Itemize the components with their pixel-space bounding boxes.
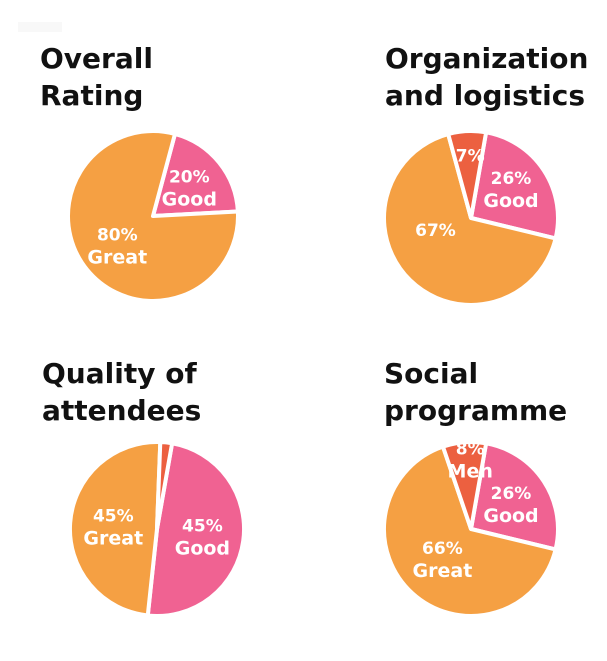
chart-title-line: and logistics [385, 79, 586, 112]
slice-percent-label: 45% [182, 517, 223, 537]
chart-title-line: Rating [40, 79, 144, 112]
chart-title-quality-attendees: Quality of attendees [42, 355, 201, 429]
pie-slice-label-meh: 8% Meh [448, 440, 493, 483]
slice-percent-label: 67% [415, 221, 456, 241]
pie-slice-label-meh: 7% [456, 146, 485, 166]
slice-percent-label: 8% [456, 440, 485, 460]
slice-category-label: Good [483, 505, 538, 527]
slice-category-label: Great [83, 528, 143, 550]
pie-slice-good [151, 131, 240, 218]
pie-slice-label-good: 45% Good [175, 517, 230, 560]
chart-title-overall-rating: Overall Rating [40, 40, 153, 114]
pie-slice-good [145, 441, 247, 618]
pie-slice-label-good: 20% Good [162, 168, 217, 211]
slice-category-label: Good [175, 538, 230, 560]
pie-chart-organization-logistics: 26% Good 67% 7% [382, 128, 560, 307]
chart-title-line: Overall [40, 42, 153, 75]
slice-percent-label: 45% [93, 507, 134, 527]
slice-percent-label: 26% [491, 169, 532, 189]
pie-slice-great [66, 129, 240, 303]
chart-title-line: attendees [42, 394, 202, 427]
slice-category-label: Meh [448, 461, 493, 483]
chart-title-line: Organization [385, 42, 589, 75]
slice-category-label: Great [413, 560, 473, 582]
pie-slice-label-good: 26% Good [483, 169, 538, 212]
slice-percent-label: 20% [169, 168, 210, 188]
chart-title-line: Social [384, 357, 479, 390]
pie-slice-label-great: 45% Great [83, 507, 143, 550]
slice-category-label: Good [483, 190, 538, 212]
pie-slice-meh [446, 128, 489, 220]
slice-percent-label: 26% [491, 484, 532, 504]
pie-slice-great [382, 444, 558, 618]
chart-title-social-programme: Social programme [384, 355, 567, 429]
pie-slice-meh [440, 440, 489, 531]
pie-slice-label-good: 26% Good [483, 484, 538, 527]
pie-slice-great [67, 440, 163, 618]
slice-percent-label: 7% [456, 146, 485, 166]
pie-slice-meh [155, 440, 175, 531]
pie-slice-good [469, 441, 560, 552]
slice-category-label: Good [162, 189, 217, 211]
pie-slice-label-great: 67% [415, 221, 456, 241]
chart-title-line: Quality of [42, 357, 197, 390]
pie-chart-overall-rating: 20% Good 80% Great [66, 129, 240, 303]
faint-header-mark [18, 22, 62, 32]
pie-slice-label-great: 66% Great [413, 539, 473, 582]
slice-category-label: Great [87, 247, 147, 269]
slice-percent-label: 80% [97, 226, 138, 246]
chart-title-organization-logistics: Organization and logistics [385, 40, 588, 114]
chart-title-line: programme [384, 394, 568, 427]
pie-slice-good [469, 130, 560, 241]
pie-slice-label-great: 80% Great [87, 226, 147, 269]
slice-percent-label: 66% [422, 539, 463, 559]
